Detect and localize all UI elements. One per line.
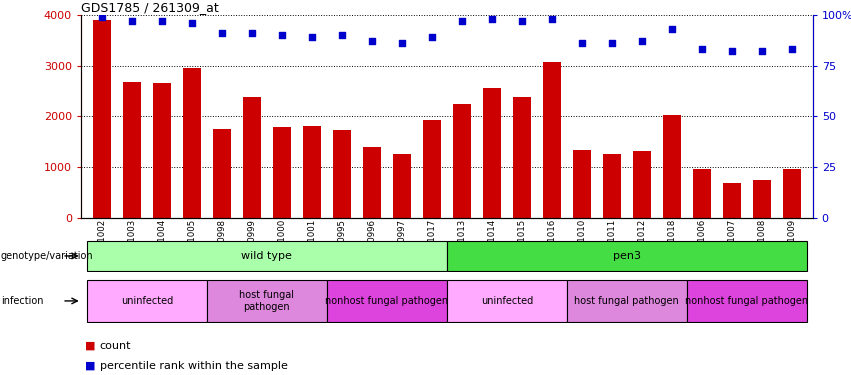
Point (455, 18, 469, 24)
Point (215, 30, 229, 36)
Bar (153, 83, 171, 218)
Bar (93, 20, 111, 217)
Point (635, 38, 648, 44)
Point (335, 32, 349, 38)
Bar (207, 280, 327, 322)
Point (425, 34, 438, 40)
Text: nonhost fungal pathogen: nonhost fungal pathogen (685, 296, 808, 306)
Point (665, 26, 678, 32)
Bar (483, 88, 500, 218)
Text: wild type: wild type (242, 251, 292, 261)
Bar (663, 115, 681, 218)
Point (275, 32, 288, 38)
Bar (453, 104, 471, 218)
Bar (447, 280, 567, 322)
Text: host fungal
pathogen: host fungal pathogen (239, 290, 294, 312)
Bar (273, 128, 291, 218)
Bar (447, 241, 807, 271)
Text: host fungal pathogen: host fungal pathogen (574, 296, 679, 306)
Point (95, 14, 109, 20)
Point (245, 30, 259, 36)
Point (515, 18, 528, 24)
Bar (327, 280, 447, 322)
Point (725, 48, 739, 54)
Bar (243, 97, 260, 218)
Bar (603, 154, 620, 218)
Point (125, 18, 139, 24)
Bar (573, 150, 591, 217)
Text: nonhost fungal pathogen: nonhost fungal pathogen (325, 296, 448, 306)
Bar (513, 96, 531, 218)
Point (305, 34, 318, 40)
Bar (567, 280, 687, 322)
Bar (687, 280, 807, 322)
Bar (87, 280, 207, 322)
Bar (543, 62, 561, 217)
Text: ■: ■ (85, 361, 95, 370)
Point (395, 40, 408, 46)
Text: GDS1785 / 261309_at: GDS1785 / 261309_at (81, 1, 219, 14)
Text: genotype/variation: genotype/variation (1, 251, 94, 261)
Text: ■: ■ (85, 341, 95, 351)
Point (485, 16, 499, 22)
Text: uninfected: uninfected (481, 296, 533, 306)
Text: uninfected: uninfected (121, 296, 173, 306)
Bar (722, 183, 740, 218)
Text: count: count (100, 341, 131, 351)
Point (785, 46, 798, 53)
Bar (87, 241, 447, 271)
Point (605, 40, 619, 46)
Bar (183, 68, 201, 218)
Text: pen3: pen3 (613, 251, 641, 261)
Bar (123, 82, 140, 218)
Point (545, 16, 558, 22)
Bar (213, 129, 231, 218)
Point (755, 48, 768, 54)
Point (575, 40, 589, 46)
Bar (303, 126, 321, 218)
Bar (393, 154, 411, 218)
Point (695, 46, 709, 53)
Bar (633, 151, 651, 217)
Bar (333, 130, 351, 218)
Point (365, 38, 379, 44)
Text: percentile rank within the sample: percentile rank within the sample (100, 361, 288, 370)
Bar (783, 170, 801, 217)
Bar (753, 180, 771, 218)
Bar (363, 147, 380, 218)
Bar (423, 120, 441, 218)
Bar (693, 169, 711, 217)
Text: infection: infection (1, 296, 43, 306)
Point (185, 20, 198, 26)
Point (155, 18, 168, 24)
